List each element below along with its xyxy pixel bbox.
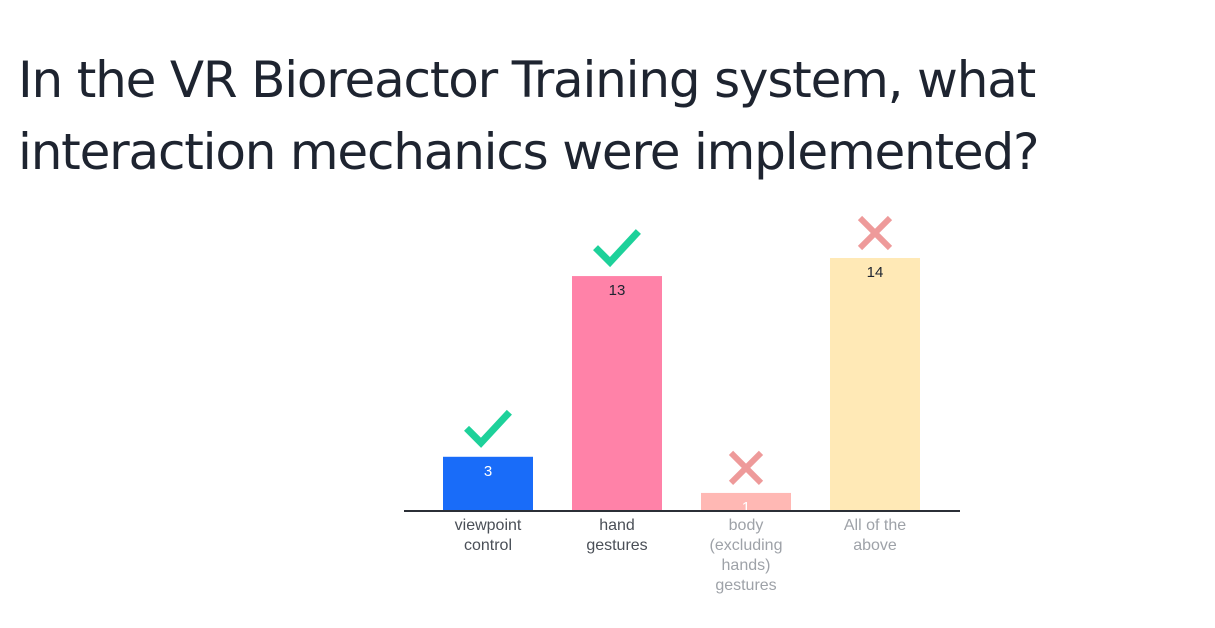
value-labels-layer: 3 13 1 14 <box>484 264 884 516</box>
category-label-line: (excluding <box>710 537 783 554</box>
value-label-all-of-the-above: 14 <box>867 264 884 281</box>
cross-icon <box>728 450 764 486</box>
category-label-body-excluding-hands-gestures: body (excluding hands) gestures <box>710 517 783 594</box>
bar-body-excluding-hands-gestures <box>701 492 791 511</box>
cross-icon <box>857 215 893 251</box>
category-label-line: viewpoint <box>455 517 522 534</box>
category-label-all-of-the-above: All of the above <box>844 517 906 554</box>
question-title: In the VR Bioreactor Training system, wh… <box>18 51 1040 181</box>
markers-layer <box>464 215 893 486</box>
category-label-line: body <box>729 517 764 534</box>
bars-layer <box>443 258 920 511</box>
category-labels-layer: viewpoint control hand gestures body (excludi… <box>455 517 907 594</box>
bar-hand-gestures <box>572 276 662 511</box>
category-label-line: control <box>464 537 512 554</box>
bar-viewpoint-control <box>443 456 533 511</box>
category-label-viewpoint-control: viewpoint control <box>455 517 522 554</box>
value-label-hand-gestures: 13 <box>609 282 626 299</box>
check-icon <box>464 409 512 448</box>
category-label-line: All of the <box>844 517 906 534</box>
bar-all-of-the-above <box>830 258 920 511</box>
check-icon <box>593 229 641 268</box>
category-label-line: gestures <box>715 577 776 594</box>
category-label-hand-gestures: hand gestures <box>586 517 647 554</box>
category-label-line: gestures <box>586 537 647 554</box>
category-label-line: above <box>853 537 897 554</box>
value-label-body-excluding-hands-gestures: 1 <box>742 499 750 516</box>
value-label-viewpoint-control: 3 <box>484 463 492 480</box>
category-label-line: hands) <box>722 557 771 574</box>
category-label-line: hand <box>599 517 635 534</box>
